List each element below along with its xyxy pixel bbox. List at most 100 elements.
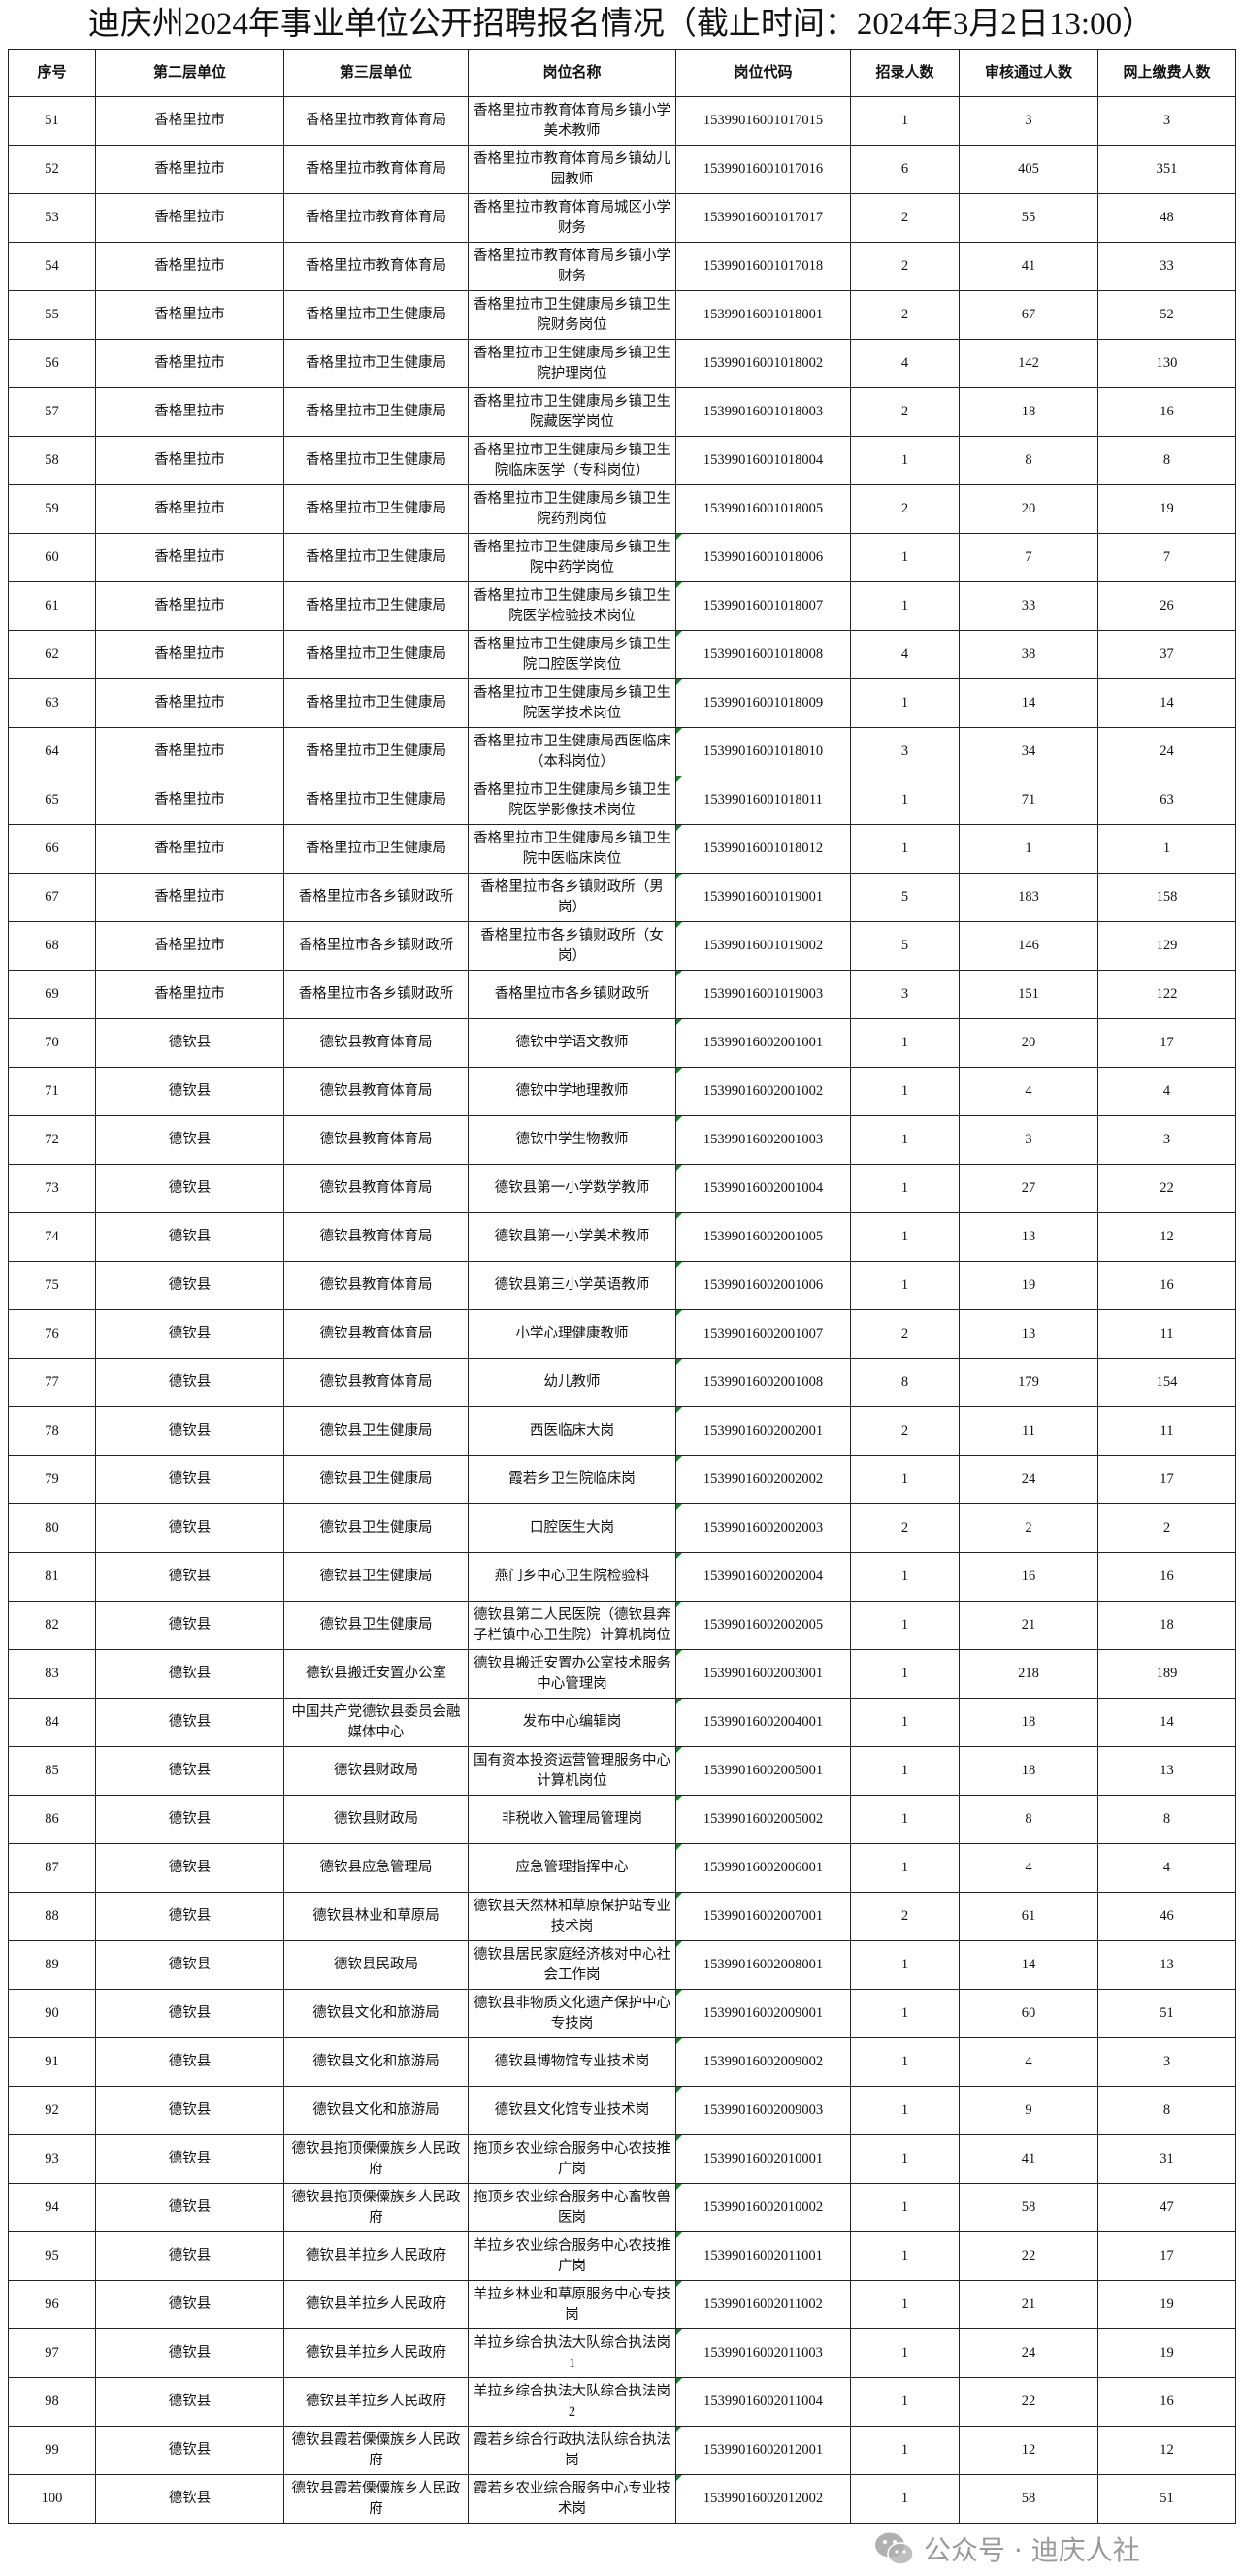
cell-quota: 2 xyxy=(850,387,960,437)
cell-level2-unit: 香格里拉市 xyxy=(95,193,284,243)
cell-position-code: 15399016002010002 xyxy=(675,2183,851,2232)
cell-level2-unit: 德钦县 xyxy=(95,2086,284,2135)
table-row: 95 德钦县 德钦县羊拉乡人民政府 羊拉乡农业综合服务中心农技推广岗 153990160… xyxy=(8,2231,1236,2281)
column-header-index: 序号 xyxy=(8,49,96,97)
cell-level3-unit: 德钦县教育体育局 xyxy=(283,1212,469,1262)
cell-level2-unit: 德钦县 xyxy=(95,1843,284,1893)
cell-quota: 3 xyxy=(850,727,960,776)
cell-index: 67 xyxy=(8,873,96,922)
cell-index: 74 xyxy=(8,1212,96,1262)
cell-paid: 13 xyxy=(1097,1940,1236,1990)
cell-paid: 16 xyxy=(1097,2377,1236,2427)
cell-level2-unit: 香格里拉市 xyxy=(95,436,284,485)
cell-approved: 4 xyxy=(959,2037,1098,2087)
cell-level3-unit: 德钦县应急管理局 xyxy=(283,1843,469,1893)
cell-level3-unit: 香格里拉市卫生健康局 xyxy=(283,824,469,874)
cell-position-code: 15399016002007001 xyxy=(675,1892,851,1941)
cell-quota: 1 xyxy=(850,776,960,825)
cell-paid: 24 xyxy=(1097,727,1236,776)
cell-position-name: 德钦中学地理教师 xyxy=(468,1067,676,1116)
cell-index: 91 xyxy=(8,2037,96,2087)
table-row: 80 德钦县 德钦县卫生健康局 口腔医生大岗 15399016002002003 2 2 2 xyxy=(8,1503,1236,1553)
cell-level3-unit: 德钦县拖顶傈僳族乡人民政府 xyxy=(283,2134,469,2184)
cell-position-code: 15399016002006001 xyxy=(675,1843,851,1893)
cell-level3-unit: 德钦县教育体育局 xyxy=(283,1358,469,1407)
column-header-paid: 网上缴费人数 xyxy=(1097,49,1236,97)
cell-position-name: 霞若乡综合行政执法队综合执法岗 xyxy=(468,2426,676,2475)
cell-paid: 37 xyxy=(1097,630,1236,679)
cell-approved: 22 xyxy=(959,2231,1098,2281)
cell-paid: 48 xyxy=(1097,193,1236,243)
table-row: 90 德钦县 德钦县文化和旅游局 德钦县非物质文化遗产保护中心专技岗 153990160… xyxy=(8,1989,1236,2038)
cell-position-name: 德钦县居民家庭经济核对中心社会工作岗 xyxy=(468,1940,676,1990)
cell-approved: 3 xyxy=(959,1115,1098,1165)
cell-position-code: 15399016002008001 xyxy=(675,1940,851,1990)
cell-approved: 20 xyxy=(959,1018,1098,1068)
cell-paid: 3 xyxy=(1097,96,1236,146)
cell-position-code: 15399016002001007 xyxy=(675,1309,851,1359)
cell-position-name: 香格里拉市卫生健康局乡镇卫生院护理岗位 xyxy=(468,339,676,388)
cell-approved: 22 xyxy=(959,2377,1098,2427)
cell-index: 88 xyxy=(8,1892,96,1941)
cell-position-name: 德钦县搬迁安置办公室技术服务中心管理岗 xyxy=(468,1649,676,1699)
cell-paid: 13 xyxy=(1097,1746,1236,1796)
cell-quota: 1 xyxy=(850,2377,960,2427)
cell-paid: 130 xyxy=(1097,339,1236,388)
cell-level3-unit: 德钦县搬迁安置办公室 xyxy=(283,1649,469,1699)
cell-level3-unit: 香格里拉市各乡镇财政所 xyxy=(283,970,469,1019)
cell-approved: 24 xyxy=(959,1455,1098,1504)
cell-level2-unit: 德钦县 xyxy=(95,2231,284,2281)
cell-level3-unit: 香格里拉市教育体育局 xyxy=(283,145,469,194)
cell-index: 92 xyxy=(8,2086,96,2135)
cell-position-name: 羊拉乡综合执法大队综合执法岗1 xyxy=(468,2328,676,2378)
cell-position-name: 羊拉乡林业和草原服务中心专技岗 xyxy=(468,2280,676,2329)
cell-index: 98 xyxy=(8,2377,96,2427)
cell-position-name: 幼儿教师 xyxy=(468,1358,676,1407)
cell-approved: 61 xyxy=(959,1892,1098,1941)
table-row: 70 德钦县 德钦县教育体育局 德钦中学语文教师 15399016002001001 1 2… xyxy=(8,1018,1236,1068)
cell-index: 85 xyxy=(8,1746,96,1796)
table-row: 81 德钦县 德钦县卫生健康局 燕门乡中心卫生院检验科 1539901600200200… xyxy=(8,1552,1236,1602)
cell-position-code: 15399016002012002 xyxy=(675,2474,851,2524)
cell-approved: 179 xyxy=(959,1358,1098,1407)
cell-index: 54 xyxy=(8,242,96,291)
table-row: 97 德钦县 德钦县羊拉乡人民政府 羊拉乡综合执法大队综合执法岗1 1539901600… xyxy=(8,2328,1236,2378)
cell-index: 86 xyxy=(8,1795,96,1844)
cell-index: 53 xyxy=(8,193,96,243)
table-row: 72 德钦县 德钦县教育体育局 德钦中学生物教师 15399016002001003 1 3… xyxy=(8,1115,1236,1165)
cell-level3-unit: 香格里拉市教育体育局 xyxy=(283,242,469,291)
cell-approved: 14 xyxy=(959,1940,1098,1990)
cell-index: 62 xyxy=(8,630,96,679)
cell-paid: 122 xyxy=(1097,970,1236,1019)
cell-position-code: 15399016002002003 xyxy=(675,1503,851,1553)
cell-level3-unit: 香格里拉市卫生健康局 xyxy=(283,484,469,534)
cell-quota: 1 xyxy=(850,1115,960,1165)
cell-position-code: 15399016001018009 xyxy=(675,678,851,728)
cell-level2-unit: 香格里拉市 xyxy=(95,339,284,388)
cell-index: 99 xyxy=(8,2426,96,2475)
cell-position-code: 15399016002002001 xyxy=(675,1406,851,1456)
table-row: 71 德钦县 德钦县教育体育局 德钦中学地理教师 15399016002001002 1 4… xyxy=(8,1067,1236,1116)
cell-position-name: 霞若乡农业综合服务中心专业技术岗 xyxy=(468,2474,676,2524)
recruitment-table: 序号 第二层单位 第三层单位 岗位名称 岗位代码 招录人数 审核通过人数 网上缴… xyxy=(8,49,1236,2524)
cell-position-code: 15399016002012001 xyxy=(675,2426,851,2475)
cell-index: 97 xyxy=(8,2328,96,2378)
cell-level3-unit: 德钦县教育体育局 xyxy=(283,1164,469,1213)
table-row: 88 德钦县 德钦县林业和草原局 德钦县天然林和草原保护站专业技术岗 153990160… xyxy=(8,1892,1236,1941)
column-header-position-name: 岗位名称 xyxy=(468,49,676,97)
cell-position-name: 非税收入管理局管理岗 xyxy=(468,1795,676,1844)
cell-level2-unit: 香格里拉市 xyxy=(95,776,284,825)
cell-index: 87 xyxy=(8,1843,96,1893)
cell-position-code: 15399016002011004 xyxy=(675,2377,851,2427)
cell-approved: 21 xyxy=(959,1601,1098,1650)
table-row: 51 香格里拉市 香格里拉市教育体育局 香格里拉市教育体育局乡镇小学美术教师 15399… xyxy=(8,96,1236,146)
table-row: 78 德钦县 德钦县卫生健康局 西医临床大岗 15399016002002001 2 11 1… xyxy=(8,1406,1236,1456)
cell-index: 81 xyxy=(8,1552,96,1602)
cell-level3-unit: 德钦县财政局 xyxy=(283,1746,469,1796)
cell-level2-unit: 德钦县 xyxy=(95,1552,284,1602)
cell-index: 52 xyxy=(8,145,96,194)
cell-approved: 16 xyxy=(959,1552,1098,1602)
cell-position-name: 德钦县第一小学美术教师 xyxy=(468,1212,676,1262)
cell-approved: 18 xyxy=(959,387,1098,437)
cell-position-name: 燕门乡中心卫生院检验科 xyxy=(468,1552,676,1602)
